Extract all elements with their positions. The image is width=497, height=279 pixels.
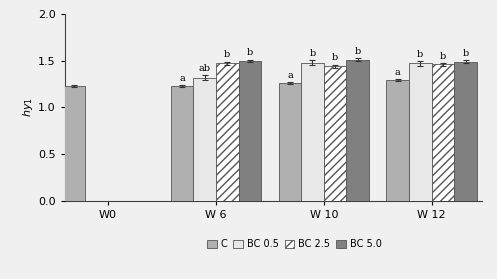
Text: b: b: [332, 53, 338, 62]
Bar: [346, 60, 369, 201]
Text: b: b: [354, 47, 361, 56]
Bar: [278, 83, 301, 201]
Bar: [431, 64, 454, 201]
Y-axis label: hy$_1$: hy$_1$: [21, 97, 35, 117]
Text: a: a: [395, 68, 401, 77]
Bar: [239, 61, 261, 201]
Bar: [324, 66, 346, 201]
Bar: [193, 78, 216, 201]
Text: ab: ab: [199, 64, 211, 73]
Text: b: b: [440, 52, 446, 61]
Bar: [216, 64, 239, 201]
Legend: C, BC 0.5, BC 2.5, BC 5.0: C, BC 0.5, BC 2.5, BC 5.0: [207, 239, 381, 249]
Bar: [63, 86, 85, 201]
Text: b: b: [224, 50, 231, 59]
Text: b: b: [417, 50, 423, 59]
Bar: [454, 62, 477, 201]
Bar: [171, 86, 193, 201]
Bar: [409, 64, 431, 201]
Text: b: b: [309, 49, 316, 57]
Text: b: b: [247, 48, 253, 57]
Bar: [301, 62, 324, 201]
Text: a: a: [287, 71, 293, 80]
Bar: [387, 80, 409, 201]
Text: a: a: [179, 74, 185, 83]
Text: b: b: [462, 49, 469, 57]
